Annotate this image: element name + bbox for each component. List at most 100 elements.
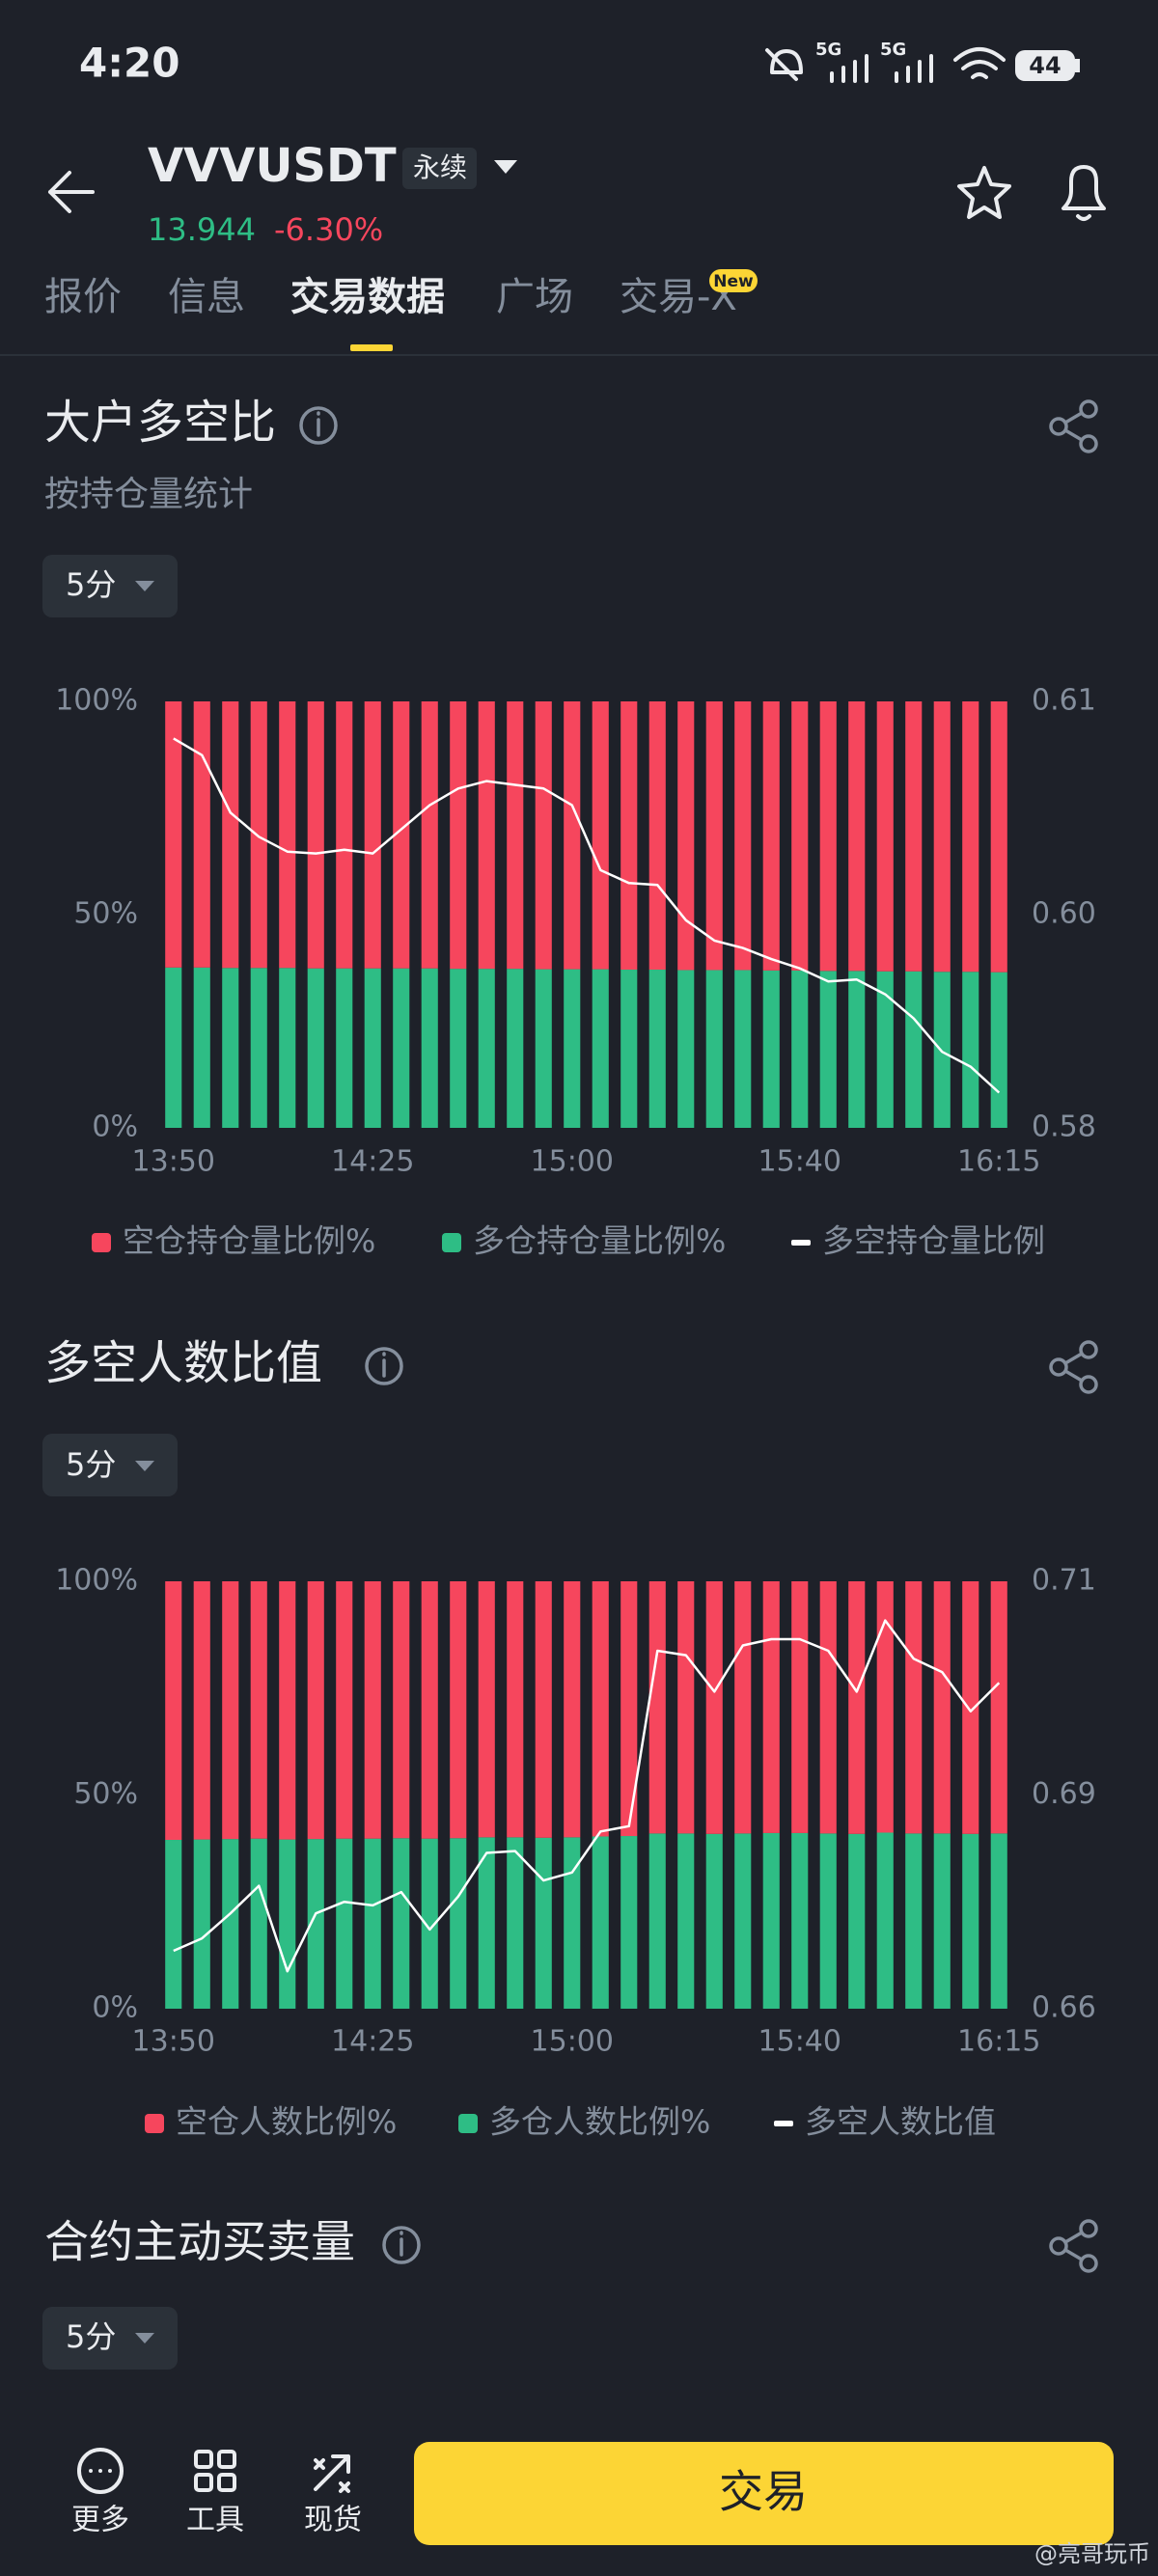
interval-select[interactable]: [42, 2307, 178, 2370]
new-badge-label: New: [713, 272, 754, 291]
legend-label: 空仓人数比例%: [176, 2103, 397, 2141]
bar: [564, 701, 581, 970]
bar: [933, 1833, 951, 2009]
bar: [933, 972, 951, 1128]
nav-label[interactable]: 现货: [304, 2504, 362, 2537]
bar: [165, 1581, 182, 1841]
bar: [393, 1581, 410, 1839]
legend-marker: [774, 2121, 793, 2126]
x-tick-label: 15:00: [531, 2025, 614, 2059]
alert-button[interactable]: [1062, 165, 1106, 221]
bar: [734, 1581, 752, 1834]
bar: [848, 701, 866, 972]
mute-icon: [765, 48, 803, 81]
share-button[interactable]: [1049, 2219, 1098, 2273]
bar: [791, 701, 809, 971]
battery-level: 44: [1029, 52, 1061, 79]
bar: [478, 1581, 495, 1838]
symbol-dropdown[interactable]: [494, 160, 517, 174]
bar: [193, 1839, 210, 2009]
bar: [962, 1833, 979, 2009]
interval-label: 5分: [66, 566, 116, 603]
y-tick-label: 100%: [55, 1564, 138, 1598]
symbol[interactable]: VVVUSDT: [148, 139, 397, 193]
bar: [421, 701, 438, 969]
bar: [393, 1838, 410, 2009]
bar: [478, 969, 495, 1128]
y-tick-label: 50%: [73, 1777, 138, 1811]
nav-label[interactable]: 更多: [71, 2504, 129, 2537]
bar: [450, 1581, 467, 1839]
bar: [962, 701, 979, 973]
bar: [592, 1581, 609, 1837]
section-subtitle: 按持仓量统计: [44, 475, 253, 514]
bar: [876, 701, 894, 972]
bar: [564, 969, 581, 1128]
bar: [905, 701, 923, 972]
tab-active[interactable]: 交易数据: [290, 275, 445, 319]
share-button[interactable]: [1049, 1340, 1098, 1394]
tab[interactable]: 报价: [44, 275, 122, 319]
interval-select[interactable]: [42, 1434, 178, 1496]
bar: [819, 701, 837, 972]
info-icon[interactable]: [382, 2226, 421, 2264]
bar: [222, 1839, 239, 2009]
tab-indicator: [350, 344, 393, 351]
info-icon[interactable]: [299, 406, 338, 445]
y2-tick-label: 0.58: [1032, 1110, 1096, 1144]
bar: [677, 1581, 695, 1834]
back-button[interactable]: [48, 171, 95, 213]
last-price: 13.944: [148, 211, 256, 248]
bar: [279, 1839, 296, 2009]
info-icon[interactable]: [365, 1347, 403, 1385]
bar: [336, 1838, 353, 2009]
bar: [535, 969, 552, 1128]
nav-label[interactable]: 工具: [186, 2504, 244, 2537]
tab[interactable]: 信息: [168, 275, 245, 319]
contract-tag: [402, 148, 477, 189]
spot-button[interactable]: [314, 2454, 350, 2493]
bar: [620, 1581, 638, 1837]
y-tick-label: 50%: [73, 897, 138, 931]
bar: [336, 701, 353, 969]
share-button[interactable]: [1049, 399, 1098, 453]
interval-select[interactable]: [42, 555, 178, 617]
y2-tick-label: 0.60: [1032, 897, 1096, 931]
bar: [677, 970, 695, 1128]
bar: [620, 701, 638, 971]
section-title: 多空人数比值: [44, 1336, 322, 1390]
bar: [193, 1581, 210, 1840]
bar: [364, 701, 381, 969]
battery-icon: [1015, 50, 1075, 81]
divider: [0, 354, 1158, 356]
bar: [336, 1581, 353, 1839]
bar: [791, 1832, 809, 2009]
bar: [535, 1837, 552, 2009]
bar: [307, 968, 324, 1128]
bar: [393, 701, 410, 969]
bar: [535, 1581, 552, 1838]
legend-marker: [791, 1240, 811, 1246]
bar: [876, 1581, 894, 1833]
bar: [677, 701, 695, 971]
interval-label: 5分: [66, 1446, 116, 1483]
bar: [592, 969, 609, 1128]
more-button[interactable]: [77, 2448, 124, 2494]
tools-button[interactable]: [194, 2450, 236, 2492]
dropdown-arrow: [135, 581, 154, 591]
bar: [648, 701, 666, 971]
bar: [450, 969, 467, 1128]
tab[interactable]: 广场: [496, 275, 573, 319]
bar: [507, 969, 524, 1128]
y-tick-label: 0%: [92, 1991, 138, 2025]
x-tick-label: 13:50: [132, 1145, 215, 1179]
trade-button[interactable]: [414, 2442, 1114, 2545]
bar: [307, 1839, 324, 2009]
trade-button-label[interactable]: 交易: [719, 2466, 808, 2518]
favorite-button[interactable]: [957, 166, 1011, 219]
x-tick-label: 15:00: [531, 1145, 614, 1179]
bar: [478, 1837, 495, 2009]
legend-label: 空仓持仓量比例%: [123, 1222, 375, 1260]
bar: [677, 1833, 695, 2009]
